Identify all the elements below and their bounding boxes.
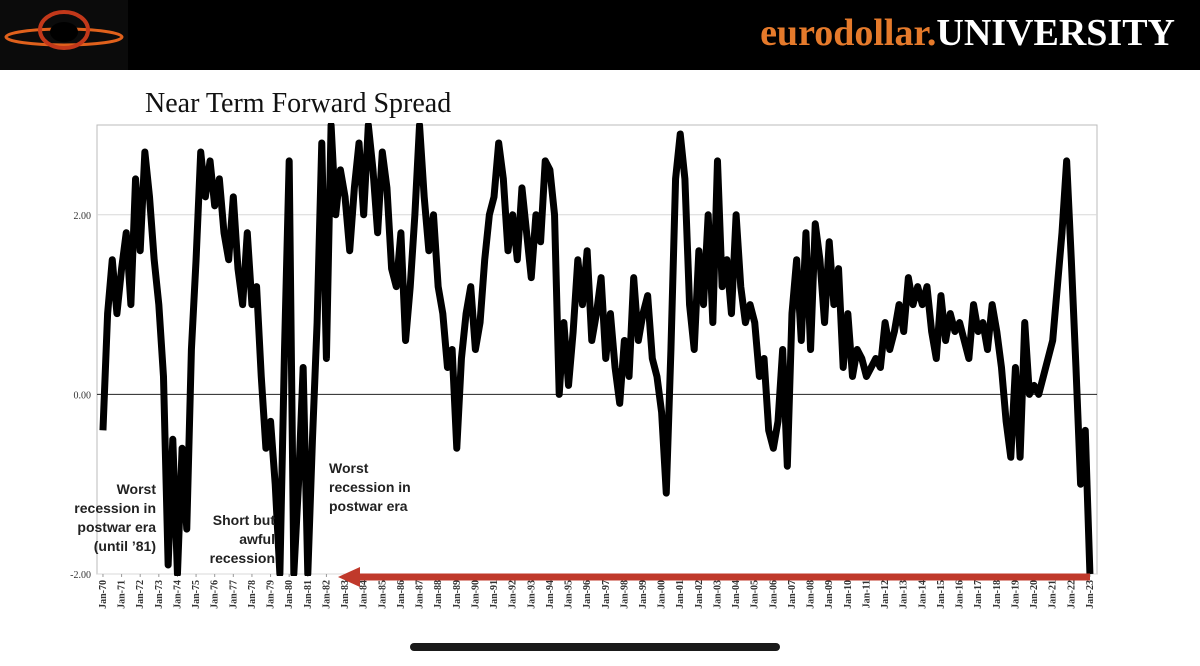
x-tick-label: Jan-20 (1029, 580, 1040, 609)
x-tick-label: Jan-19 (1010, 580, 1021, 609)
x-tick-label: Jan-12 (880, 580, 891, 609)
recession-arrow (338, 567, 1090, 587)
x-tick-label: Jan-71 (117, 580, 128, 609)
x-tick-label: Jan-18 (992, 580, 1003, 609)
x-tick-label: Jan-89 (452, 580, 463, 609)
x-tick-label: Jan-05 (750, 580, 761, 609)
x-tick-label: Jan-81 (303, 580, 314, 609)
x-tick-label: Jan-86 (396, 580, 407, 609)
x-tick-label: Jan-95 (564, 580, 575, 609)
x-tick-label: Jan-70 (98, 580, 109, 609)
x-tick-label: Jan-75 (191, 580, 202, 609)
x-tick-label: Jan-21 (1048, 580, 1059, 609)
logo-halo (38, 10, 90, 50)
x-tick-label: Jan-88 (433, 580, 444, 609)
brand: eurodollar.UNIVERSITY (760, 12, 1175, 54)
annotation: awful (239, 531, 275, 547)
x-tick-label: Jan-17 (973, 580, 984, 609)
header-band (0, 0, 1200, 70)
x-tick-label: Jan-23 (1085, 580, 1096, 609)
x-tick-label: Jan-72 (135, 580, 146, 609)
x-tick-label: Jan-93 (526, 580, 537, 609)
home-indicator (410, 643, 780, 651)
arrow-head (338, 567, 360, 587)
x-tick-label: Jan-04 (731, 580, 742, 609)
annotation: recession in (329, 479, 411, 495)
annotation: Short but (213, 512, 276, 528)
x-tick-label: Jan-03 (712, 580, 723, 609)
x-tick-label: Jan-22 (1066, 580, 1077, 609)
x-tick-label: Jan-87 (415, 580, 426, 609)
x-tick-label: Jan-82 (321, 580, 332, 609)
x-tick-label: Jan-73 (154, 580, 165, 609)
annotation: (until ’81) (94, 538, 156, 554)
series-line (99, 123, 1094, 576)
x-tick-label: Jan-91 (489, 580, 500, 609)
x-tick-label: Jan-10 (843, 580, 854, 609)
x-tick-label: Jan-74 (172, 580, 183, 609)
x-tick-label: Jan-01 (675, 580, 686, 609)
annotation: postwar era (329, 498, 408, 514)
x-tick-label: Jan-77 (228, 580, 239, 609)
x-tick-label: Jan-76 (210, 580, 221, 609)
x-tick-label: Jan-80 (284, 580, 295, 609)
x-tick-label: Jan-99 (638, 580, 649, 609)
y-tick-label: -2.00 (70, 570, 91, 581)
annotation: Worst (329, 460, 369, 476)
y-tick-label: 0.00 (74, 390, 92, 401)
y-tick-label: 2.00 (74, 211, 92, 222)
chart-title: Near Term Forward Spread (145, 88, 451, 119)
x-tick-label: Jan-78 (247, 580, 258, 609)
brand-suffix: UNIVERSITY (936, 12, 1175, 54)
x-tick-label: Jan-96 (582, 580, 593, 609)
x-tick-label: Jan-09 (824, 580, 835, 609)
x-tick-label: Jan-00 (657, 580, 668, 609)
annotation: recession (210, 550, 275, 566)
brand-prefix: eurodollar. (760, 12, 936, 54)
annotation: postwar era (77, 519, 156, 535)
x-tick-label: Jan-84 (359, 580, 370, 609)
x-tick-label: Jan-06 (768, 580, 779, 609)
x-tick-label: Jan-98 (619, 580, 630, 609)
annotation: Worst (117, 481, 157, 497)
logo-core (50, 22, 78, 42)
x-tick-label: Jan-90 (470, 580, 481, 609)
x-tick-label: Jan-14 (917, 580, 928, 609)
annotation: recession in (74, 500, 156, 516)
x-tick-label: Jan-97 (601, 580, 612, 609)
x-tick-label: Jan-08 (806, 580, 817, 609)
x-tick-label: Jan-13 (899, 580, 910, 609)
x-tick-label: Jan-94 (545, 580, 556, 609)
x-tick-label: Jan-16 (955, 580, 966, 609)
x-tick-label: Jan-07 (787, 580, 798, 609)
x-tick-label: Jan-85 (377, 580, 388, 609)
x-tick-label: Jan-92 (508, 580, 519, 609)
x-tick-label: Jan-83 (340, 580, 351, 609)
x-tick-label: Jan-11 (861, 580, 872, 608)
x-tick-label: Jan-79 (266, 580, 277, 609)
x-tick-label: Jan-15 (936, 580, 947, 609)
x-tick-label: Jan-02 (694, 580, 705, 609)
